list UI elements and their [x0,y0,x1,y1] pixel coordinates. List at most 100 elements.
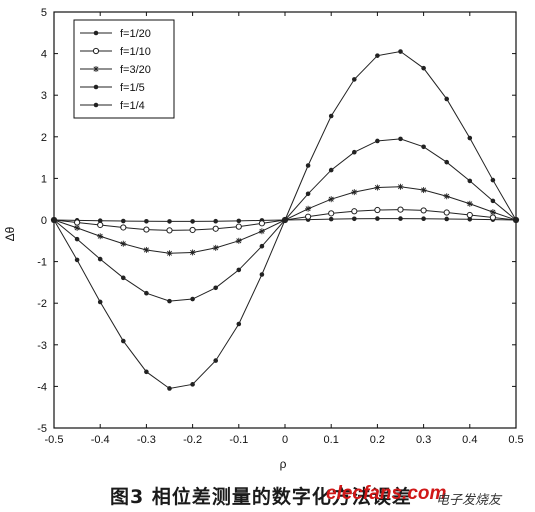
data-point [397,183,404,190]
legend-item: f=1/4 [80,100,145,112]
data-point [259,243,265,249]
data-point [92,47,100,55]
data-point [444,159,450,165]
data-point-stroke [166,250,173,256]
y-tick-label: -5 [37,423,47,435]
data-point-stroke [328,196,334,202]
data-point [374,184,381,191]
data-point [166,250,173,257]
data-point [421,216,426,222]
data-point-stroke [74,225,80,231]
x-tick-label: -0.1 [229,434,248,446]
data-point [121,275,126,281]
data-point [190,296,195,302]
data-point [236,218,242,224]
legend-item: f=1/10 [80,46,151,58]
x-tick-label: -0.2 [183,434,202,446]
data-point [305,213,312,220]
data-point [97,256,103,262]
x-tick-label: 0.1 [324,434,339,446]
data-point [420,187,427,194]
data-point [352,77,357,82]
data-point [212,225,219,232]
data-point [305,191,311,197]
legend-label: f=1/10 [120,46,151,58]
data-point [167,219,172,224]
data-point-stroke [490,209,496,215]
x-tick-label: -0.5 [45,434,64,446]
data-point [466,200,473,207]
data-point-stroke [397,184,404,190]
data-point [420,207,427,214]
data-point [97,218,103,224]
y-tick-label: 5 [41,7,47,19]
legend-item: f=1/5 [80,82,145,94]
data-point-stroke [421,187,427,193]
data-point [259,272,265,277]
data-point [93,66,99,72]
data-point [490,198,496,204]
data-point [97,221,104,229]
data-point [93,84,99,90]
data-point-stroke [213,245,219,251]
data-point [351,208,358,215]
data-point [467,135,473,141]
data-point [190,219,195,224]
data-point [74,236,80,242]
data-point [398,136,403,142]
data-point [258,228,265,235]
y-tick-label: 3 [41,90,47,102]
data-point [143,226,150,233]
data-point [328,210,335,217]
data-point [467,216,473,222]
x-tick-label: 0 [282,434,288,446]
legend-label: f=1/4 [120,100,145,112]
data-point [489,214,496,221]
data-point [74,224,81,231]
data-point [235,223,242,230]
data-point [513,217,519,223]
data-point [144,369,149,375]
data-point [421,65,426,71]
legend-label: f=1/20 [120,28,151,40]
data-point [97,299,103,305]
data-point [212,244,219,251]
legend-item: f=3/20 [80,64,151,76]
data-point [120,224,127,231]
data-point [144,218,149,224]
data-point [328,216,334,222]
data-point-stroke [351,189,357,195]
data-point [375,216,380,221]
data-point [375,53,380,58]
data-point-stroke [143,247,149,253]
data-point [444,216,450,222]
data-point [351,189,358,196]
data-point [443,209,450,216]
data-point [167,298,172,304]
data-point [397,206,404,213]
data-point-stroke [97,233,103,239]
x-axis-label: ρ [280,457,287,471]
data-point [190,382,195,387]
data-point [93,30,99,36]
data-point [167,386,172,391]
data-point [120,240,127,247]
data-point [328,196,335,203]
y-tick-label: -2 [37,298,47,310]
data-point [166,227,173,234]
data-point [444,96,450,102]
data-point [235,237,242,244]
x-tick-label: 0.3 [416,434,431,446]
caption-text: 图3 相位差测量的数字化方法误差 [110,486,412,508]
y-tick-label: 0 [41,215,47,227]
data-point [74,257,80,263]
x-tick-label: 0.2 [370,434,385,446]
data-point [74,219,81,226]
x-tick-label: 0.4 [462,434,477,446]
watermark-text: 电子发烧友 [436,493,502,508]
data-point-stroke [236,238,242,244]
y-tick-label: 2 [41,132,47,144]
x-tick-label: -0.4 [91,434,110,446]
data-point [236,321,242,327]
data-point [352,149,357,155]
